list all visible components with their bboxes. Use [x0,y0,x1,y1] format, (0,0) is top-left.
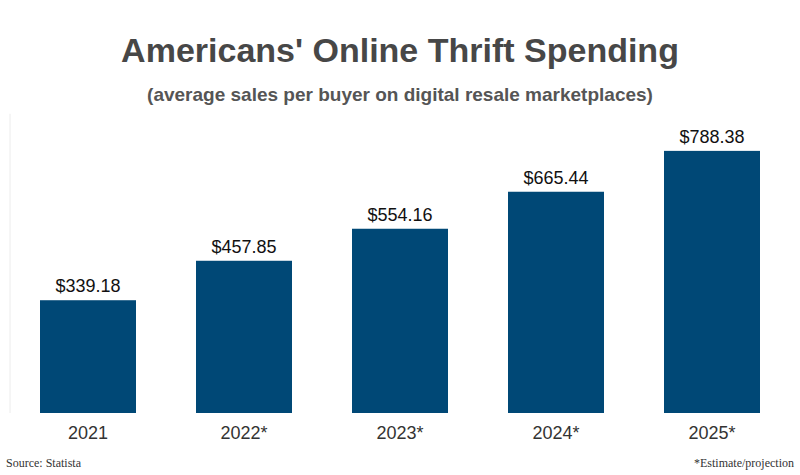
footnote: *Estimate/projection [694,456,794,470]
data-label: $457.85 [211,237,276,257]
x-tick-labels: 2021 2022* 2023* 2024* 2025* [68,423,736,443]
x-tick-label: 2023* [376,423,423,443]
bar [664,151,760,413]
chart-container: Americans' Online Thrift Spending (averag… [0,0,800,475]
data-label: $339.18 [55,276,120,296]
bar [352,229,448,413]
y-axis-line [10,114,11,413]
data-label: $788.38 [679,127,744,147]
data-label: $665.44 [523,168,588,188]
bar [196,261,292,413]
bar [508,192,604,413]
x-tick-label: 2025* [688,423,735,443]
title: Americans' Online Thrift Spending [121,31,679,69]
data-labels: $339.18 $457.85 $554.16 $665.44 $788.38 [55,127,744,296]
chart-svg: Americans' Online Thrift Spending (averag… [0,0,800,475]
x-tick-label: 2022* [220,423,267,443]
bar [40,300,136,413]
data-label: $554.16 [367,205,432,225]
background [0,0,800,475]
source: Source: Statista [6,456,82,470]
bars [40,151,760,413]
x-tick-label: 2021 [68,423,108,443]
subtitle: (average sales per buyer on digital resa… [147,84,653,105]
x-tick-label: 2024* [532,423,579,443]
